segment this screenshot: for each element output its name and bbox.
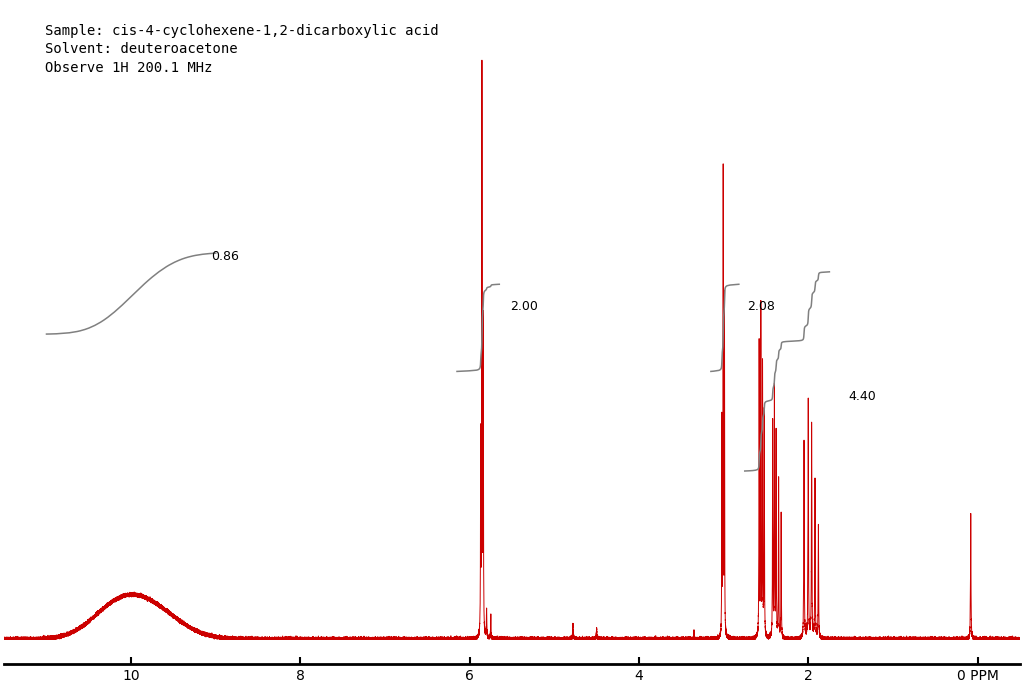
Text: 2.00: 2.00	[510, 300, 539, 313]
Text: 4.40: 4.40	[849, 390, 877, 403]
Text: 0.86: 0.86	[212, 250, 240, 262]
Text: Sample: cis-4-cyclohexene-1,2-dicarboxylic acid
Solvent: deuteroacetone
Observe : Sample: cis-4-cyclohexene-1,2-dicarboxyl…	[45, 24, 438, 75]
Text: 2.08: 2.08	[748, 300, 775, 313]
